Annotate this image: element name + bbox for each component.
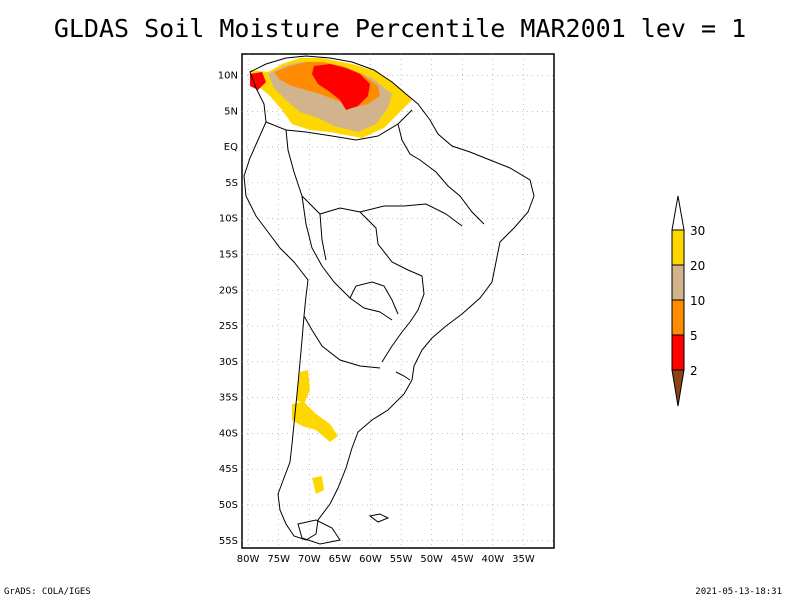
zone-2-5-north xyxy=(312,64,370,110)
lon-tick-label: 60W xyxy=(359,554,382,565)
lon-tick-label: 75W xyxy=(267,554,290,565)
lon-tick-label: 35W xyxy=(512,554,535,565)
lat-tick-label: 10S xyxy=(219,214,238,225)
legend-swatch-20-30 xyxy=(671,229,685,266)
footer-timestamp: 2021-05-13-18:31 xyxy=(695,587,782,597)
uruguay-coast xyxy=(395,371,411,381)
zone-2-5-colombia xyxy=(250,72,266,90)
lat-tick-label: 5S xyxy=(225,178,238,189)
longitude-labels: 80W 75W 70W 65W 60W 55W 50W 45W 40W 35W xyxy=(237,554,535,565)
color-legend: 30 20 10 5 2 xyxy=(671,195,705,407)
legend-swatch-10-20 xyxy=(671,264,685,301)
lat-tick-label: 30S xyxy=(219,357,238,368)
coastlines xyxy=(243,55,535,545)
legend-swatch-2-5 xyxy=(671,334,685,371)
zone-20-30-chile-a xyxy=(296,370,310,404)
tierra-del-fuego xyxy=(297,519,341,545)
lat-tick-label: 15S xyxy=(219,249,238,260)
lat-tick-label: 5N xyxy=(224,106,238,117)
legend-swatch-below-2 xyxy=(671,369,685,407)
latitude-labels: 10N 5N EQ 5S 10S 15S 20S 25S 30S 35S 40S 45S 50S 55S xyxy=(218,70,238,546)
legend-label-5: 5 xyxy=(690,329,698,343)
map-title: GLDAS Soil Moisture Percentile MAR2001 l… xyxy=(53,14,747,43)
lat-tick-label: 55S xyxy=(219,536,238,547)
zone-20-30-south xyxy=(312,476,324,494)
lon-tick-label: 80W xyxy=(237,554,260,565)
lat-tick-label: 20S xyxy=(219,285,238,296)
percentile-shading xyxy=(250,58,412,494)
lon-tick-label: 70W xyxy=(298,554,321,565)
lat-tick-label: EQ xyxy=(224,142,238,153)
legend-label-10: 10 xyxy=(690,294,705,308)
lon-tick-label: 65W xyxy=(329,554,352,565)
lat-tick-label: 25S xyxy=(219,321,238,332)
lon-tick-label: 50W xyxy=(420,554,443,565)
zone-20-30-patagonia xyxy=(292,402,338,442)
legend-swatch-above-30 xyxy=(671,195,685,231)
south-america-outline xyxy=(243,55,535,541)
lat-tick-label: 10N xyxy=(218,70,238,81)
legend-swatch-5-10 xyxy=(671,299,685,336)
legend-label-2: 2 xyxy=(690,364,698,378)
lat-tick-label: 45S xyxy=(219,464,238,475)
legend-label-30: 30 xyxy=(690,224,705,238)
lon-tick-label: 45W xyxy=(451,554,474,565)
lat-tick-label: 50S xyxy=(219,500,238,511)
lon-tick-label: 55W xyxy=(390,554,413,565)
gridlines xyxy=(242,54,554,548)
lon-tick-label: 40W xyxy=(482,554,505,565)
footer-credit: GrADS: COLA/IGES xyxy=(4,587,91,597)
legend-label-20: 20 xyxy=(690,259,705,273)
country-borders xyxy=(265,109,485,369)
lat-tick-label: 35S xyxy=(219,393,238,404)
falkland-islands xyxy=(368,513,390,523)
plot-frame xyxy=(241,53,555,549)
lat-tick-label: 40S xyxy=(219,428,238,439)
